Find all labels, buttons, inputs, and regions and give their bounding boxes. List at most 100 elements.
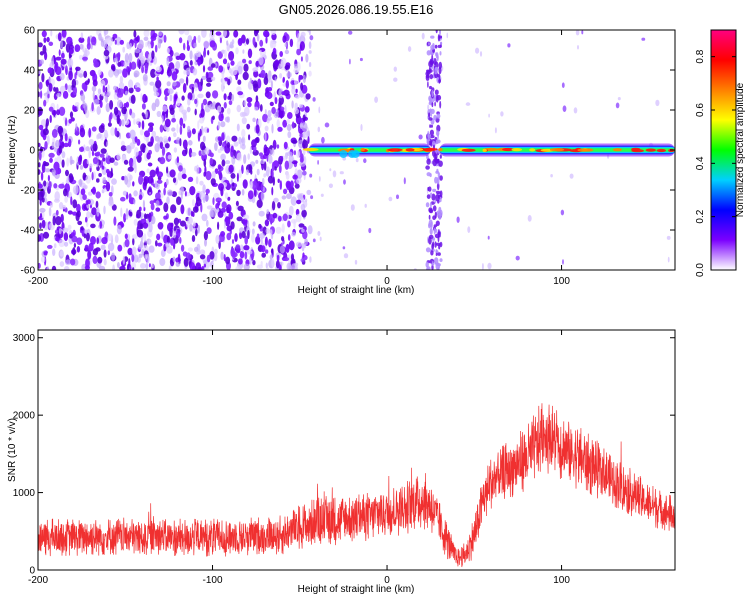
spectrogram-speckle — [243, 214, 250, 220]
spectrogram-speckle — [263, 146, 270, 156]
spectrogram-speckle — [259, 232, 265, 239]
spectrogram-band-speckle — [430, 44, 435, 50]
spectrogram-speckle — [117, 244, 123, 252]
spectrogram-speckle — [170, 239, 175, 246]
spectrogram-speckle — [54, 191, 60, 202]
spectrogram-speckle — [250, 169, 253, 175]
spectrogram-speckle — [149, 81, 155, 86]
spectrogram-speckle — [220, 231, 226, 237]
spectrogram-speckle — [131, 246, 137, 256]
spectrogram-speckle — [85, 232, 90, 242]
spectrogram-speckle — [166, 47, 170, 54]
spectrogram-speckle — [181, 173, 187, 179]
spectrogram-speckle — [159, 124, 164, 133]
spectrogram-speckle — [667, 256, 670, 263]
spectrogram-speckle — [135, 87, 141, 93]
spectrogram-speckle — [88, 242, 94, 252]
spectrogram-band-speckle — [425, 165, 430, 170]
spectrogram-speckle — [96, 151, 101, 156]
spectrogram-speckle — [181, 95, 185, 101]
spectrogram-speckle — [148, 222, 153, 233]
spectrogram-speckle — [127, 263, 130, 270]
carrier-hotspot — [360, 148, 365, 152]
spectrogram-speckle — [44, 197, 48, 203]
spectrogram-speckle — [276, 119, 280, 128]
spectrogram-speckle — [282, 119, 288, 128]
spectrogram-band-speckle — [428, 214, 431, 220]
spectrogram-speckle — [271, 106, 276, 115]
spectrogram-speckle — [179, 138, 182, 147]
spectrogram-speckle — [146, 168, 150, 174]
spectrogram-speckle — [202, 65, 206, 73]
spectrogram-speckle — [272, 212, 278, 219]
spectrogram-speckle — [92, 71, 95, 78]
spectrogram-speckle — [164, 118, 171, 128]
spectrogram-speckle — [200, 78, 203, 87]
spectrogram-speckle — [217, 200, 221, 206]
spectrogram-speckle — [280, 106, 285, 111]
spectrogram-speckle — [403, 177, 406, 185]
spectrogram-speckle — [114, 72, 119, 78]
spectrogram-band-speckle — [435, 194, 440, 202]
spectrogram-speckle — [111, 204, 117, 211]
spectrogram-speckle — [68, 70, 73, 81]
spectrogram-speckle — [76, 246, 81, 253]
spectrogram-speckle — [296, 48, 301, 56]
spectrogram-speckle — [259, 49, 262, 57]
spectrogram-speckle — [166, 189, 173, 197]
spectrogram-speckle — [205, 170, 212, 181]
spectrogram-speckle — [197, 224, 200, 234]
spectrogram-speckle — [205, 188, 210, 194]
spectrogram-speckle — [180, 204, 185, 215]
spectrogram-speckle — [118, 82, 125, 90]
spectrogram-speckle — [207, 49, 210, 56]
spectrogram-speckle — [318, 106, 321, 114]
spectrogram-speckle — [127, 247, 133, 256]
carrier-hotspot — [302, 147, 319, 152]
spectrogram-speckle — [283, 89, 290, 97]
spectrogram-speckle — [242, 49, 245, 54]
spectrogram-speckle — [100, 40, 105, 47]
spectrogram-speckle — [178, 165, 183, 172]
spectrogram-speckle — [100, 244, 106, 250]
spectrogram-speckle — [69, 111, 74, 119]
spectrogram-speckle — [256, 33, 260, 42]
spectrogram-speckle — [199, 180, 204, 186]
spectrogram-speckle — [62, 90, 69, 99]
spectrogram-speckle — [79, 54, 83, 60]
spectrogram-speckle — [252, 260, 256, 266]
spectrogram-speckle — [562, 105, 567, 112]
spectrogram-speckle — [242, 217, 248, 226]
spectrogram-speckle — [102, 177, 106, 184]
spectrogram-speckle — [165, 178, 169, 186]
spectrogram-speckle — [65, 169, 69, 177]
spectrogram-speckle — [49, 157, 53, 163]
spectrogram-speckle — [51, 128, 58, 138]
spectrogram-speckle — [143, 233, 147, 243]
spectrogram-speckle — [246, 97, 253, 103]
spectrogram-speckle — [72, 104, 75, 111]
spectrogram-speckle — [224, 212, 227, 218]
snr-x-axis: -200 -100 0 100 — [28, 330, 570, 586]
spectrogram-speckle — [256, 233, 260, 238]
spectrogram-speckle — [60, 39, 63, 49]
colorbar-tick-label: 0.4 — [695, 156, 706, 170]
spectrogram-speckle — [281, 223, 285, 234]
spectrogram-speckle — [199, 254, 206, 260]
spectrogram-speckle — [159, 141, 163, 150]
spectrogram-speckle — [124, 90, 128, 96]
spectrogram-speckle — [190, 152, 197, 157]
spectrogram-speckle — [119, 221, 124, 227]
spectrogram-speckle — [174, 94, 178, 100]
spectrogram-speckle — [141, 120, 145, 130]
spectrogram-speckle — [98, 125, 105, 133]
spectrogram-speckle — [515, 255, 520, 261]
spectrogram-speckle — [374, 96, 378, 103]
spectrogram-speckle — [235, 248, 241, 254]
spectrogram-speckle — [72, 199, 78, 209]
spectrogram-speckle — [475, 47, 480, 54]
spectrogram-speckle — [172, 177, 177, 183]
spectrogram-speckle — [247, 229, 250, 240]
spectrogram-band-speckle — [431, 102, 434, 108]
spectrogram-speckle — [307, 225, 313, 235]
